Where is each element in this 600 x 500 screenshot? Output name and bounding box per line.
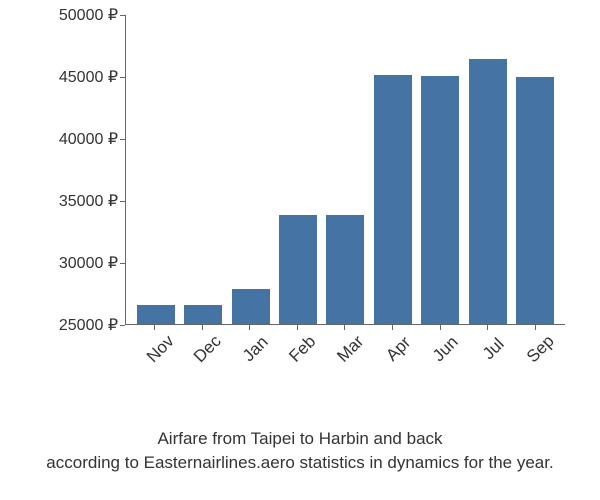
bars-group [126, 15, 565, 324]
bar [279, 215, 317, 324]
caption-line-1: Airfare from Taipei to Harbin and back [0, 427, 600, 451]
y-tick-label: 30000 ₽ [59, 253, 118, 273]
bar [326, 215, 364, 324]
y-tick-label: 25000 ₽ [59, 315, 118, 335]
bar [232, 289, 270, 324]
bar [374, 75, 412, 324]
y-tick-label: 45000 ₽ [59, 67, 118, 87]
y-tick-mark [120, 77, 125, 78]
y-tick-mark [120, 263, 125, 264]
bar [184, 305, 222, 324]
x-tick-mark [278, 325, 316, 330]
y-tick-label: 50000 ₽ [59, 5, 118, 25]
x-axis-labels: NovDecJanFebMarAprJunJulSep [125, 335, 565, 380]
plot-area [125, 15, 565, 325]
y-tick-mark [120, 139, 125, 140]
x-tick-label: Sep [520, 329, 579, 388]
y-tick-mark [120, 201, 125, 202]
bar [469, 59, 507, 324]
y-tick-label: 35000 ₽ [59, 191, 118, 211]
bar [516, 77, 554, 324]
y-tick-mark [120, 15, 125, 16]
caption-line-2: according to Easternairlines.aero statis… [0, 451, 600, 475]
bar [137, 305, 175, 324]
y-tick-mark [120, 325, 125, 326]
y-tick-label: 40000 ₽ [59, 129, 118, 149]
airfare-chart: NovDecJanFebMarAprJunJulSep 25000 ₽30000… [30, 15, 580, 375]
bar [421, 76, 459, 324]
chart-caption: Airfare from Taipei to Harbin and back a… [0, 427, 600, 475]
